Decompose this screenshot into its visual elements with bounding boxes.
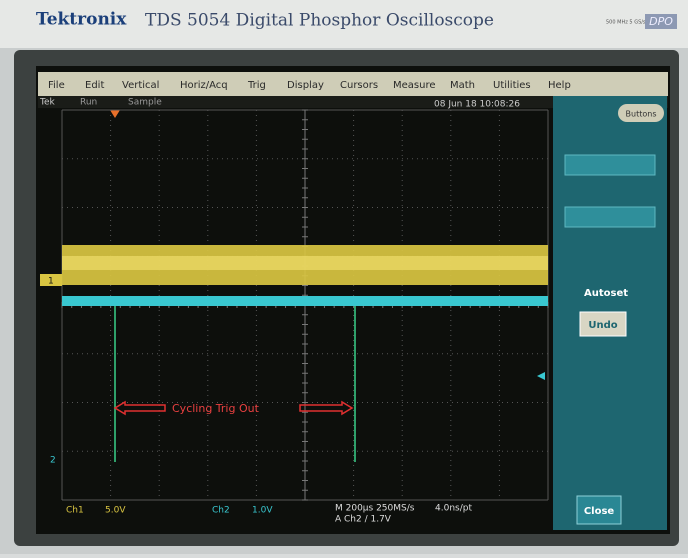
buttons-toggle[interactable]	[618, 104, 664, 122]
close-label: Close	[584, 506, 615, 517]
menu-item[interactable]: Edit	[85, 80, 104, 91]
menu-item[interactable]: File	[48, 80, 65, 91]
badge-box	[645, 14, 677, 29]
status-state: Run	[80, 98, 97, 108]
menu-item[interactable]: Math	[450, 80, 475, 91]
status-mode: Tek	[39, 98, 56, 108]
status-bar	[38, 96, 668, 108]
annotation: Cycling Trig Out	[172, 402, 260, 415]
readout-trigger: A Ch2 / 1.7V	[335, 515, 392, 525]
top-panel	[0, 0, 688, 48]
menu-item[interactable]: Measure	[393, 80, 436, 91]
menu-bar	[38, 72, 668, 96]
close-button[interactable]	[576, 495, 622, 525]
readout-ch2: Ch2	[212, 506, 230, 516]
spec: 500 MHz 5 GS/s	[606, 20, 646, 26]
menu-item[interactable]: Cursors	[340, 80, 378, 91]
menu-item[interactable]: Horiz/Acq	[180, 80, 228, 91]
status-acq: Sample	[128, 98, 162, 108]
status-datetime: 08 Jun 18 10:08:26	[434, 100, 520, 110]
undo-label: Undo	[588, 320, 617, 331]
menu-item[interactable]: Utilities	[493, 80, 531, 91]
readout-timebase: M 200µs 250MS/s	[335, 504, 415, 514]
ch1-marker-box	[40, 274, 62, 286]
buttons-label: Buttons	[626, 110, 657, 119]
menu-item[interactable]: Trig	[247, 80, 266, 91]
brand: Tektronix	[36, 10, 127, 30]
trigger-position	[110, 110, 120, 118]
menu-item[interactable]: Display	[287, 80, 324, 91]
ch2-marker: 2	[50, 456, 56, 466]
arrow-left	[113, 400, 166, 416]
level-marker	[537, 372, 545, 380]
undo-button[interactable]	[579, 311, 627, 337]
autoset-label: Autoset	[584, 288, 628, 299]
menu-item[interactable]: Vertical	[122, 80, 159, 91]
model: TDS 5054 Digital Phosphor Oscilloscope	[145, 11, 494, 31]
readout-ch1-scale: 5.0V	[105, 506, 126, 516]
readout-resolution: 4.0ns/pt	[435, 504, 472, 514]
arrow-right	[299, 400, 354, 416]
ch1-trace-core	[62, 256, 548, 270]
badge: DPO	[649, 15, 673, 28]
readout-ch1: Ch1	[66, 506, 84, 516]
menu-item[interactable]: Help	[548, 80, 571, 91]
ch1-marker: 1	[48, 277, 54, 287]
side-button[interactable]	[564, 206, 656, 228]
side-button[interactable]	[564, 154, 656, 176]
ch2-trace	[62, 296, 548, 306]
readout-ch2-scale: 1.0V	[252, 506, 273, 516]
